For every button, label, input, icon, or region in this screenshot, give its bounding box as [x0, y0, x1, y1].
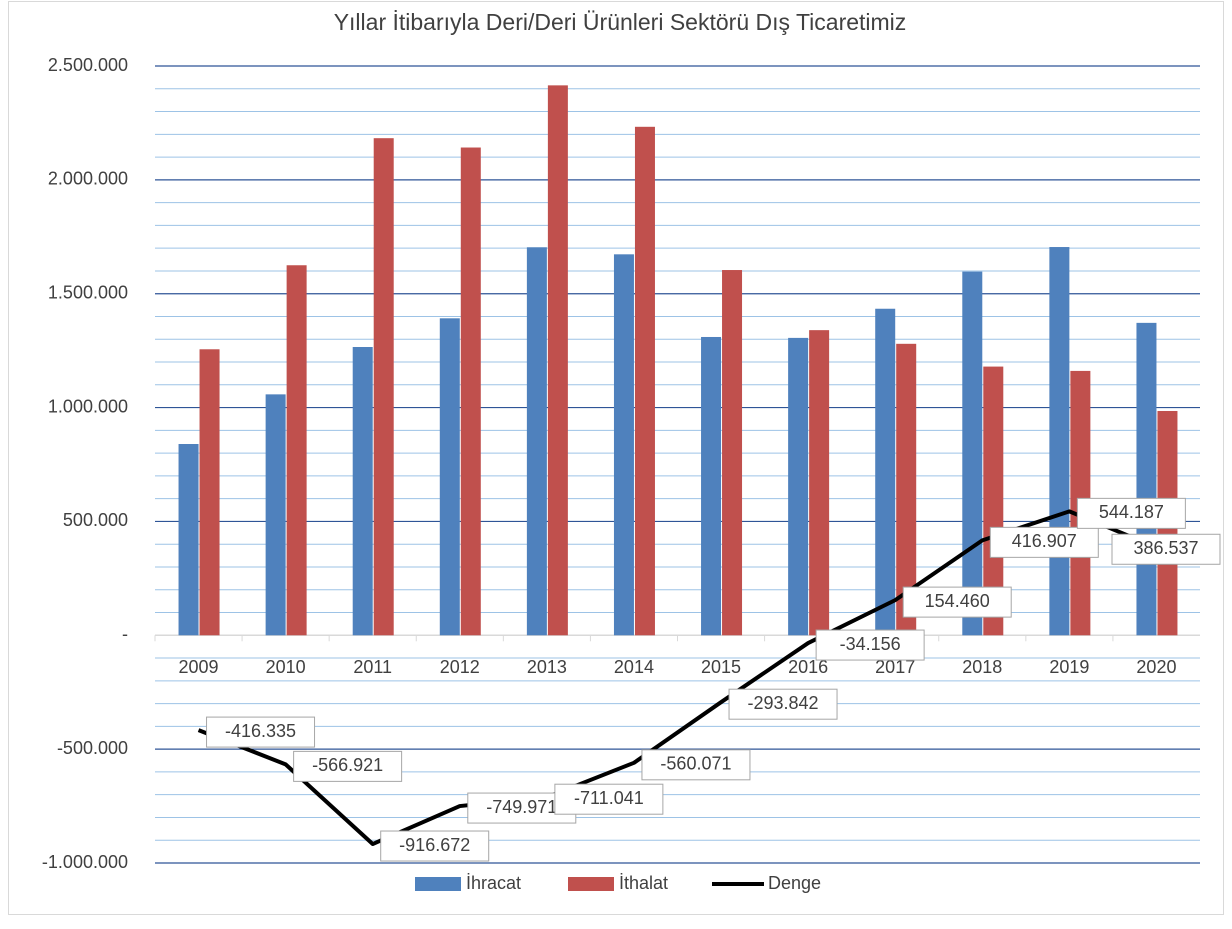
bar — [875, 308, 896, 636]
bar — [286, 265, 307, 636]
y-tick-label: 500.000 — [63, 510, 128, 530]
bar — [373, 138, 394, 636]
y-tick-label: 2.500.000 — [48, 55, 128, 75]
bar — [634, 126, 655, 636]
x-tick-label: 2015 — [701, 657, 741, 677]
data-label: -916.672 — [399, 835, 470, 855]
x-tick-label: 2017 — [875, 657, 915, 677]
bar — [460, 147, 481, 636]
bar — [439, 318, 460, 636]
y-tick-label: 2.000.000 — [48, 169, 128, 189]
chart-title: Yıllar İtibarıyla Deri/Deri Ürünleri Sek… — [334, 9, 907, 35]
legend-label: İthalat — [619, 873, 668, 893]
bar — [722, 270, 743, 636]
bar — [613, 254, 634, 636]
x-tick-label: 2010 — [266, 657, 306, 677]
data-label-box — [989, 526, 1099, 558]
bar — [983, 366, 1004, 636]
data-label: 544.187 — [1099, 502, 1164, 522]
data-label-box — [1111, 533, 1221, 565]
x-tick-label: 2014 — [614, 657, 654, 677]
data-label: -566.921 — [312, 755, 383, 775]
bar — [962, 271, 983, 636]
data-label-box — [206, 716, 316, 748]
data-label-box — [728, 688, 838, 720]
x-tick-label: 2011 — [353, 657, 392, 677]
legend-label: İhracat — [466, 873, 521, 893]
x-tick-label: 2012 — [440, 657, 480, 677]
bar — [1136, 322, 1157, 636]
y-tick-label: -1.000.000 — [42, 852, 128, 872]
x-tick-label: 2009 — [179, 657, 219, 677]
y-tick-label: - — [122, 624, 128, 644]
data-label: -34.156 — [840, 634, 901, 654]
bar — [896, 343, 917, 636]
data-label: 154.460 — [925, 591, 990, 611]
y-tick-label: 1.000.000 — [48, 396, 128, 416]
legend-label: Denge — [768, 873, 821, 893]
data-label-box — [380, 830, 490, 862]
data-label: -711.041 — [574, 788, 644, 808]
x-tick-label: 2020 — [1136, 657, 1176, 677]
x-tick-label: 2018 — [962, 657, 1002, 677]
bar — [178, 444, 199, 636]
x-tick-label: 2013 — [527, 657, 567, 677]
data-label: -749.971 — [486, 797, 557, 817]
data-label-box — [815, 629, 925, 661]
data-label: 416.907 — [1012, 531, 1077, 551]
data-label: -560.071 — [660, 754, 731, 774]
y-tick-label: 1.500.000 — [48, 282, 128, 302]
legend-swatch — [568, 877, 614, 891]
bar — [809, 330, 830, 636]
data-label: -416.335 — [225, 721, 296, 741]
data-label-box — [554, 783, 664, 815]
data-label: 386.537 — [1133, 538, 1198, 558]
bar — [352, 346, 373, 636]
bar — [788, 337, 809, 636]
bar — [1049, 247, 1070, 636]
data-label: -293.842 — [748, 693, 819, 713]
bar — [265, 394, 286, 636]
bar — [547, 85, 568, 636]
data-label-box — [1076, 497, 1186, 529]
data-label-box — [641, 749, 751, 781]
legend-swatch — [415, 877, 461, 891]
data-label-box — [293, 750, 403, 782]
data-label-box — [902, 586, 1012, 618]
y-tick-label: -500.000 — [57, 738, 128, 758]
bar — [701, 336, 722, 636]
x-tick-label: 2019 — [1049, 657, 1089, 677]
bar — [526, 247, 547, 636]
bar — [199, 349, 220, 636]
x-tick-label: 2016 — [788, 657, 828, 677]
